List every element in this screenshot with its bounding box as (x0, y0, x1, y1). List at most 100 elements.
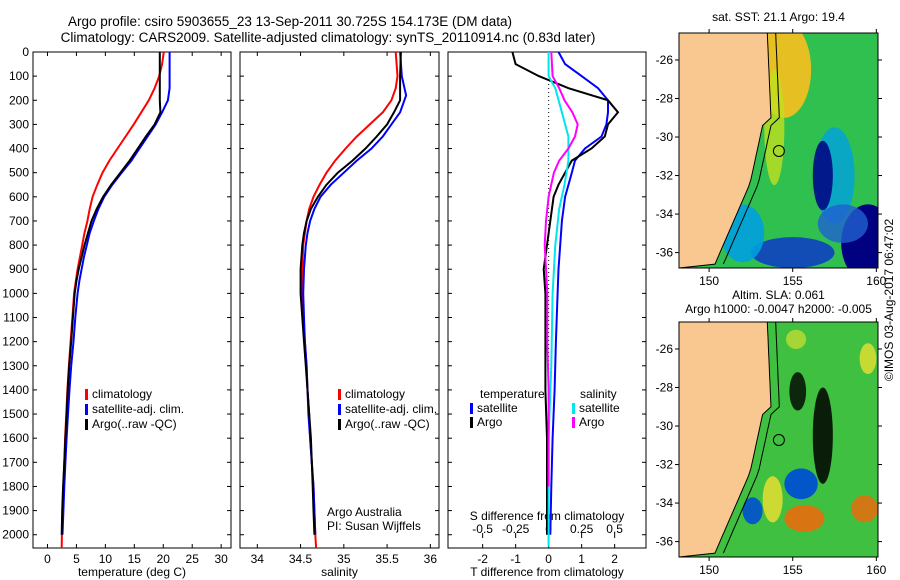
legend-label: satellite-adj. clim. (92, 402, 184, 416)
map-title: sat. SST: 21.1 Argo: 19.4 (712, 10, 845, 24)
y-tick-label: 1100 (3, 310, 29, 324)
y-tick-label: 1600 (2, 431, 29, 445)
figure-title-line-1: Argo profile: csiro 5903655_23 13-Sep-20… (68, 14, 512, 29)
field-patch (851, 495, 878, 523)
legend-swatch (338, 404, 341, 415)
land-mass (679, 322, 772, 557)
series-line-argo-raw-qc- (299, 51, 402, 535)
map-y-tick-label: -36 (656, 246, 674, 260)
y-tick-label: 1300 (2, 359, 29, 373)
x-tick-label: 36 (424, 552, 438, 566)
x-tick-label: -2 (477, 552, 488, 566)
field-patch (762, 476, 783, 523)
field-patch (817, 204, 868, 243)
legend-label: Argo(..raw -QC) (92, 417, 177, 431)
map-y-tick-label: -26 (656, 342, 674, 356)
y-tick-label: 0 (22, 45, 29, 59)
map-y-tick-label: -32 (656, 458, 674, 472)
y-tick-label: 1000 (2, 286, 29, 300)
field-patch (784, 504, 825, 532)
field-patch (750, 237, 835, 268)
legend-swatch (338, 419, 341, 430)
field-patch (786, 329, 807, 349)
map-title: Altim. SLA: 0.061 (732, 288, 825, 302)
x-tick-label: 2 (611, 552, 618, 566)
map-y-tick-label: -30 (656, 419, 674, 433)
y-tick-label: 400 (9, 142, 29, 156)
map-x-tick-label: 150 (699, 563, 719, 577)
legend-label: satellite (579, 401, 620, 415)
series-line-satellite-adj-clim- (61, 52, 171, 535)
y-tick-label: 300 (9, 117, 29, 131)
x-tick-label: 0 (44, 552, 51, 566)
x-tick-label: 1 (578, 552, 585, 566)
s-tick-label: -0.25 (502, 522, 530, 536)
field-patch (812, 140, 833, 211)
field-patch (859, 343, 877, 375)
map-frame (678, 32, 879, 269)
y-tick-label: 700 (9, 214, 29, 228)
salinity-profile-panel: 34 34.5 35 35.5 36 salinity climatologysatelli… (239, 51, 440, 579)
figure-title-line-2: Climatology: CARS2009. Satellite-adjuste… (61, 30, 596, 45)
y-tick-label: 1500 (2, 407, 29, 421)
map-y-tick-label: -30 (656, 130, 674, 144)
series-line-argo-raw-qc- (60, 52, 162, 535)
legend-label: Argo (477, 415, 503, 429)
field-patch (742, 497, 763, 525)
x-tick-label: 0 (545, 552, 552, 566)
x-tick-label: 5 (73, 552, 80, 566)
map-frame (678, 321, 879, 558)
legend-label: Argo (579, 415, 605, 429)
map-x-tick-label: 160 (866, 274, 886, 288)
map-x-tick-label: 160 (866, 563, 886, 577)
y-tick-label: 600 (9, 190, 29, 204)
y-tick-label: 1400 (2, 383, 29, 397)
s-tick-label: -0.5 (472, 522, 493, 536)
map-y-tick-label: -26 (656, 53, 674, 67)
legend-swatch (470, 403, 473, 414)
difference-profile-panel: -2 -1 0 1 2T difference from climatology -0.5… (447, 51, 647, 579)
y-tick-label: 500 (9, 166, 29, 180)
x-tick-label: 34 (251, 552, 265, 566)
legend-label: satellite-adj. clim. (345, 402, 437, 416)
map-body (679, 33, 878, 268)
plot-frame (239, 51, 440, 549)
annotation-text: PI: Susan Wijffels (327, 519, 421, 533)
isobath-line (722, 322, 780, 554)
sst-map: 150 155 160 -26 -28 -30 -32 -34 -36 sat. SST: 21.… (656, 10, 887, 288)
isobath-line (722, 33, 780, 265)
s-tick-label: 0.5 (606, 522, 623, 536)
y-tick-label: 1900 (2, 504, 29, 518)
legend-label: Argo(..raw -QC) (345, 417, 430, 431)
field-patch (812, 387, 833, 484)
map-y-tick-label: -32 (656, 169, 674, 183)
series-line-temperature-argo (511, 51, 620, 535)
map-y-tick-label: -34 (656, 496, 674, 510)
legend-label: climatology (92, 387, 152, 401)
x-tick-label: 35 (337, 552, 351, 566)
legend-swatch (85, 419, 88, 430)
y-tick-label: 900 (9, 262, 29, 276)
x-tick-label: 20 (157, 552, 171, 566)
y-tick-label: 100 (9, 69, 29, 83)
annotation-text: Argo Australia (327, 505, 402, 519)
x-tick-label: 34.5 (289, 552, 313, 566)
map-y-tick-label: -36 (656, 535, 674, 549)
temperature-profile-panel: 0100200300400500600700800900100011001200… (2, 45, 232, 579)
map-x-tick-label: 155 (783, 563, 803, 577)
legend-group-title: temperature (480, 387, 545, 401)
map-body (679, 322, 878, 557)
map-y-tick-label: -34 (656, 207, 674, 221)
y-tick-label: 800 (9, 238, 29, 252)
x-tick-label: 35.5 (375, 552, 399, 566)
field-patch (789, 372, 807, 411)
s-tick-label: 0.25 (570, 522, 594, 536)
legend-swatch (572, 417, 575, 428)
y-tick-label: 1200 (2, 335, 29, 349)
legend-swatch (470, 417, 473, 428)
legend-swatch (338, 389, 341, 400)
x-tick-label: 25 (186, 552, 200, 566)
land-mass (679, 33, 772, 268)
map-y-tick-label: -28 (656, 91, 674, 105)
